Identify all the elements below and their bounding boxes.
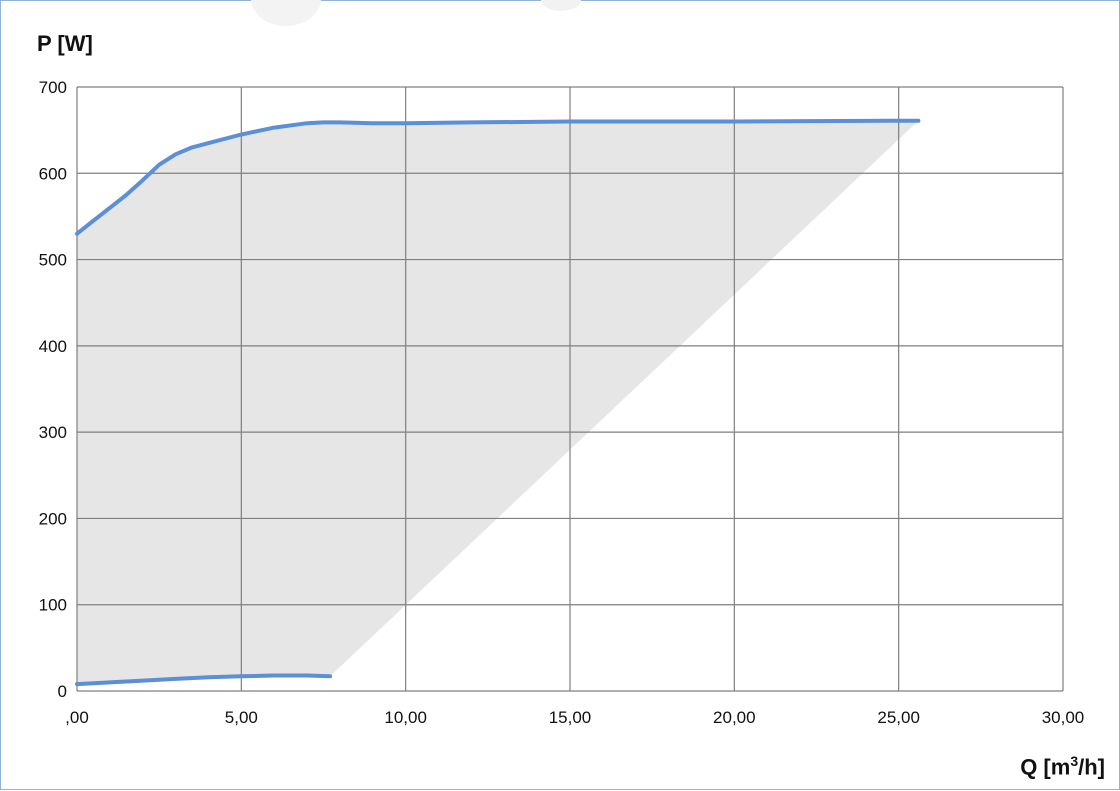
y-axis-label: P [W]	[37, 31, 93, 56]
x-tick-label: 25,00	[877, 708, 920, 727]
x-tick-label: 30,00	[1042, 708, 1085, 727]
watermark-shape-small	[541, 0, 581, 11]
x-tick-label: 20,00	[713, 708, 756, 727]
y-tick-label: 600	[39, 164, 67, 183]
min-power-curve	[75, 673, 333, 687]
y-tick-label: 0	[58, 682, 67, 701]
y-tick-label: 100	[39, 596, 67, 615]
x-axis-label-tail: /h]	[1078, 754, 1105, 780]
max-power-curve	[75, 118, 921, 236]
x-tick-label: ,00	[65, 708, 89, 727]
x-tick-label: 15,00	[549, 708, 592, 727]
y-tick-label: 500	[39, 251, 67, 270]
y-tick-label: 200	[39, 509, 67, 528]
x-axis-label-main: Q [m	[1020, 754, 1071, 780]
y-tick-label: 300	[39, 423, 67, 442]
x-tick-label: 10,00	[384, 708, 427, 727]
x-axis-label-exponent: 3	[1070, 753, 1079, 769]
y-tick-label: 700	[39, 78, 67, 97]
x-axis-label: Q [m3/h]	[1020, 753, 1105, 780]
y-tick-label: 400	[39, 337, 67, 356]
operating-region-fill	[77, 120, 919, 685]
x-tick-label: 5,00	[225, 708, 258, 727]
